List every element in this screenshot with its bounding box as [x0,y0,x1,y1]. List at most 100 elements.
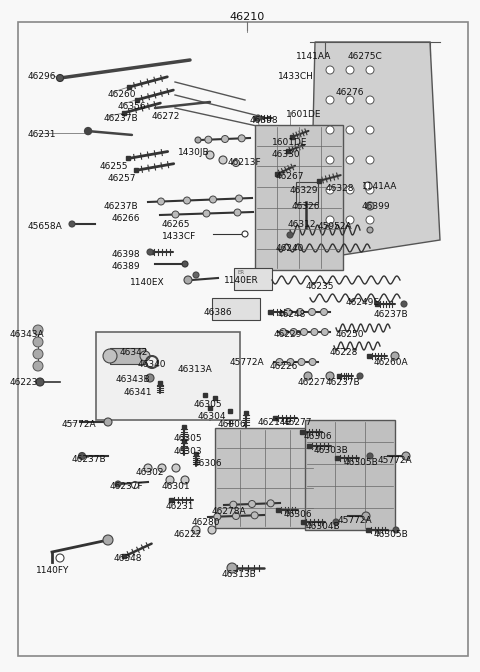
Circle shape [205,136,212,143]
Circle shape [104,418,112,426]
Text: 46304B: 46304B [306,522,341,531]
Circle shape [297,308,303,315]
Circle shape [300,329,308,335]
Text: 46399: 46399 [362,202,391,211]
Circle shape [172,211,179,218]
Text: 1141AA: 1141AA [362,182,397,191]
Text: 46330: 46330 [272,150,300,159]
Circle shape [285,308,291,315]
Circle shape [346,186,354,194]
Circle shape [206,151,214,159]
Circle shape [147,249,153,255]
Text: 46231: 46231 [28,130,57,139]
Text: 45952A: 45952A [318,222,353,231]
Circle shape [195,137,201,143]
Circle shape [367,453,373,459]
Circle shape [280,329,287,335]
Bar [110,348,145,364]
Text: 46305B: 46305B [344,458,379,467]
Text: 45772A: 45772A [378,456,413,465]
Circle shape [146,374,154,382]
Text: 46302: 46302 [136,468,165,477]
Text: 46348: 46348 [114,554,143,563]
Circle shape [249,501,255,507]
Circle shape [184,276,192,284]
Text: 46214E: 46214E [258,418,292,427]
Circle shape [393,527,399,533]
Circle shape [103,535,113,545]
Circle shape [346,216,354,224]
Circle shape [362,512,370,520]
Circle shape [366,202,374,210]
Circle shape [79,452,85,460]
Circle shape [236,195,242,202]
Circle shape [287,232,293,238]
Text: 46223: 46223 [10,378,38,387]
Text: 46260: 46260 [108,90,136,99]
Text: 46326: 46326 [292,202,321,211]
Circle shape [267,500,274,507]
Text: 46305B: 46305B [374,530,409,539]
Text: 1430JB: 1430JB [178,148,210,157]
Circle shape [193,272,199,278]
Circle shape [309,308,315,315]
Circle shape [69,221,75,227]
Circle shape [366,216,374,224]
Text: 45772A: 45772A [62,420,96,429]
Circle shape [366,66,374,74]
Text: 46306: 46306 [284,510,312,519]
Circle shape [172,464,180,472]
Text: 46250: 46250 [336,330,364,339]
Text: 46237B: 46237B [72,455,107,464]
Circle shape [298,358,305,366]
Text: 46313A: 46313A [178,365,213,374]
Text: 46255: 46255 [100,162,129,171]
Text: 46249E: 46249E [346,298,380,307]
Bar [96,332,240,420]
Text: 46305: 46305 [194,400,223,409]
Text: 46328: 46328 [326,184,355,193]
Text: 46386: 46386 [204,308,233,317]
Circle shape [234,209,241,216]
Circle shape [357,373,363,379]
Circle shape [33,325,43,335]
Text: 46305: 46305 [174,434,203,443]
Circle shape [214,513,221,520]
Text: 46313B: 46313B [222,570,257,579]
Circle shape [144,464,152,472]
Text: 45772A: 45772A [338,516,372,525]
Text: 46303: 46303 [174,447,203,456]
Text: 46306: 46306 [218,420,247,429]
Circle shape [326,216,334,224]
Circle shape [208,526,216,534]
Circle shape [33,349,43,359]
Circle shape [166,476,174,484]
Circle shape [366,156,374,164]
Circle shape [367,227,373,233]
Text: 46277: 46277 [284,418,312,427]
Text: 46341: 46341 [124,388,153,397]
Text: 46398: 46398 [112,250,141,259]
Text: 46301: 46301 [162,482,191,491]
Text: 46272: 46272 [152,112,180,121]
Text: 46240: 46240 [276,244,304,253]
Text: 46389: 46389 [112,262,141,271]
Text: 46343B: 46343B [116,375,151,384]
Circle shape [287,358,294,366]
Circle shape [219,156,227,164]
Circle shape [321,329,328,335]
Text: 1140ER: 1140ER [224,276,259,285]
Circle shape [84,128,92,134]
Circle shape [181,476,189,484]
Text: 46237B: 46237B [326,378,360,387]
Text: 45772A: 45772A [230,358,264,367]
Text: 46398: 46398 [250,116,278,125]
Text: 46257: 46257 [108,174,136,183]
Circle shape [346,156,354,164]
Circle shape [326,66,334,74]
Circle shape [36,378,44,386]
Circle shape [402,452,410,460]
Circle shape [157,198,165,205]
Text: 46213F: 46213F [228,158,262,167]
Circle shape [33,337,43,347]
